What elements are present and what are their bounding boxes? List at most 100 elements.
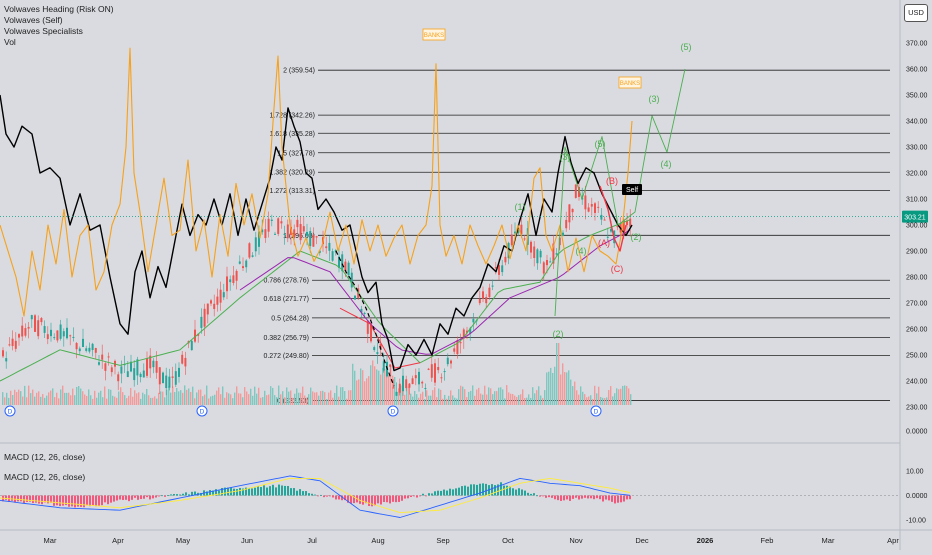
volume-bar <box>418 397 420 405</box>
volume-bar <box>22 396 24 405</box>
candle-body <box>277 218 280 234</box>
candle-body <box>213 303 216 310</box>
volume-bar <box>448 395 450 405</box>
wave-label: (1) <box>515 202 526 212</box>
volume-bar <box>300 392 302 405</box>
candle-body <box>366 320 369 334</box>
candle-body <box>437 367 440 371</box>
volume-bar <box>512 393 514 405</box>
volume-bar <box>424 398 426 405</box>
volume-bar <box>180 390 182 405</box>
volume-bar <box>572 386 574 405</box>
macd-histogram-bar <box>29 495 31 502</box>
volume-bar <box>558 343 560 405</box>
volume-bar <box>142 392 144 405</box>
volume-bar <box>500 387 502 405</box>
candle-body <box>117 374 120 382</box>
volume-bar <box>476 389 478 405</box>
candle-body <box>456 340 459 355</box>
volume-bar <box>30 393 32 405</box>
macd-histogram-bar <box>221 488 223 496</box>
volume-bar <box>8 397 10 405</box>
legend-heading[interactable]: Volwaves Heading (Risk ON) <box>4 4 114 14</box>
candle-body <box>603 219 606 221</box>
volume-bar <box>510 393 512 405</box>
volume-bar <box>274 395 276 405</box>
time-axis-tick: Mar <box>822 536 835 545</box>
volume-bar <box>96 397 98 405</box>
volume-bar <box>126 398 128 405</box>
candle-body <box>450 360 452 364</box>
macd-histogram-bar <box>488 485 490 496</box>
volume-bar <box>90 395 92 405</box>
volume-bar <box>342 387 344 405</box>
macd-histogram-bar <box>497 484 499 496</box>
volume-bar <box>526 397 528 405</box>
volume-bar <box>504 398 506 405</box>
legend-self[interactable]: Volwaves (Self) <box>4 15 63 25</box>
macd-histogram-bar <box>137 495 139 500</box>
macd-histogram-bar <box>530 493 532 496</box>
macd-histogram-bar <box>230 487 232 496</box>
macd-histogram-bar <box>284 485 286 496</box>
macd-label-1[interactable]: MACD (12, 26, close) <box>4 452 86 462</box>
candle-body <box>318 250 321 253</box>
candle-body <box>184 357 187 367</box>
volume-bar <box>276 397 278 405</box>
volume-bar <box>24 385 26 405</box>
legend-specialists[interactable]: Volwaves Specialists <box>4 26 83 36</box>
wave-label: (4) <box>576 246 587 256</box>
candle-body <box>296 219 299 228</box>
candle-body <box>370 324 372 342</box>
volume-bar <box>606 397 608 405</box>
volume-bar <box>6 392 8 405</box>
volume-bar <box>348 390 350 405</box>
volume-bar <box>114 396 116 405</box>
volume-bar <box>72 388 74 405</box>
macd-histogram-bar <box>443 489 445 496</box>
macd-histogram-bar <box>437 490 439 496</box>
earnings-marker-icon <box>196 405 208 417</box>
macd-histogram-bar <box>62 495 64 506</box>
volume-bar <box>352 363 354 405</box>
candle-body <box>210 300 212 304</box>
volume-bar <box>324 392 326 405</box>
volume-bar <box>332 397 334 405</box>
volume-bar <box>346 398 348 405</box>
volume-bar <box>344 391 346 405</box>
legend-vol[interactable]: Vol <box>4 37 16 47</box>
macd-histogram-bar <box>215 489 217 496</box>
volume-bar <box>266 395 268 405</box>
macd-histogram-bar <box>80 495 82 507</box>
volume-bar <box>458 389 460 405</box>
macd-histogram-bar <box>365 495 367 504</box>
macd-histogram-bar <box>575 495 577 498</box>
macd-histogram-bar <box>419 495 421 497</box>
macd-histogram-bar <box>404 495 406 499</box>
macd-histogram-bar <box>314 494 316 496</box>
self-line <box>0 47 633 317</box>
candle-body <box>408 383 411 388</box>
candle-body <box>130 361 132 372</box>
volume-bar <box>534 393 536 405</box>
volume-bar <box>596 393 598 405</box>
macd-histogram-bar <box>401 495 403 501</box>
volume-bar <box>292 397 294 405</box>
candle-body <box>462 329 465 339</box>
volume-bar <box>130 387 132 405</box>
macd-histogram-bar <box>593 495 595 500</box>
candle-body <box>376 352 379 354</box>
candle-body <box>56 330 59 341</box>
currency-button[interactable]: USD <box>904 4 928 22</box>
volume-bar <box>236 386 238 405</box>
macd-histogram-bar <box>524 490 526 496</box>
macd-histogram-bar <box>35 495 37 503</box>
volume-bar <box>388 374 390 405</box>
macd-label-2[interactable]: MACD (12, 26, close) <box>4 472 86 482</box>
macd-histogram-bar <box>395 495 397 503</box>
macd-histogram-bar <box>161 495 163 497</box>
volume-bar <box>430 395 432 405</box>
volume-bar <box>214 394 216 405</box>
volume-bar <box>514 395 516 405</box>
